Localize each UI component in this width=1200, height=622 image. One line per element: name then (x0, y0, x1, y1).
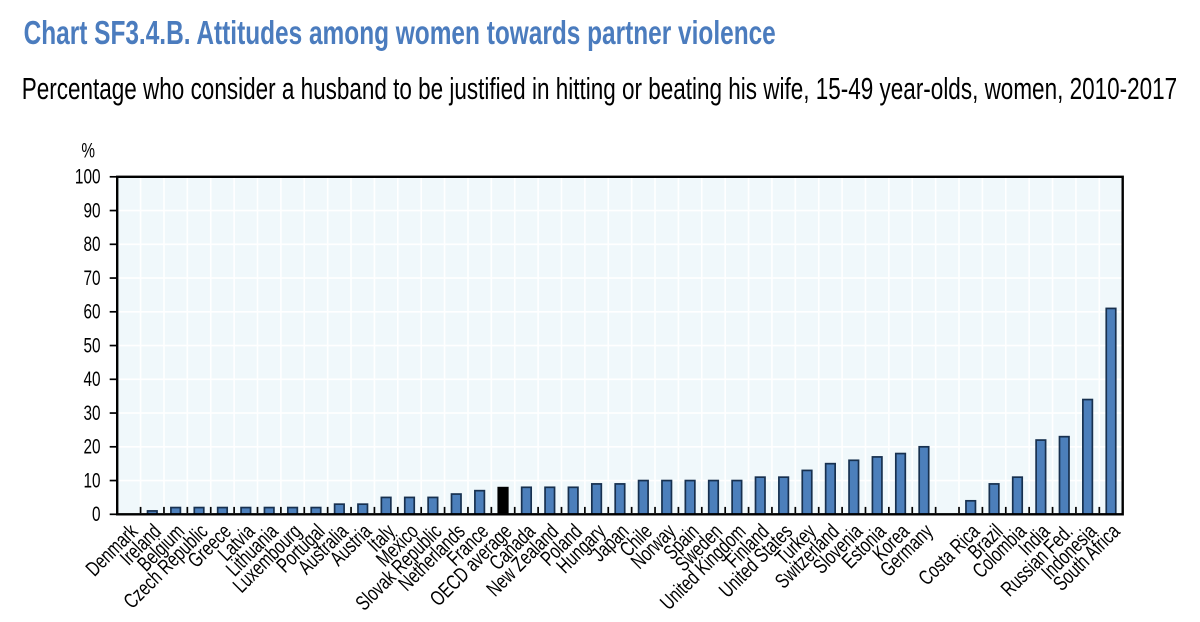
svg-text:60: 60 (83, 299, 100, 323)
svg-text:10: 10 (83, 468, 100, 492)
svg-text:30: 30 (83, 401, 100, 425)
svg-text:Percentage who consider a husb: Percentage who consider a husband to be … (22, 70, 1177, 105)
svg-text:0: 0 (92, 502, 101, 526)
svg-text:50: 50 (83, 333, 100, 357)
svg-text:Chart SF3.4.B. Attitudes among: Chart SF3.4.B. Attitudes among women tow… (24, 16, 776, 52)
svg-text:20: 20 (83, 434, 100, 458)
svg-text:100: 100 (75, 164, 101, 188)
svg-text:80: 80 (83, 232, 100, 256)
svg-text:70: 70 (83, 266, 100, 290)
svg-text:90: 90 (83, 198, 100, 222)
svg-text:%: % (81, 138, 95, 162)
svg-text:40: 40 (83, 367, 100, 391)
